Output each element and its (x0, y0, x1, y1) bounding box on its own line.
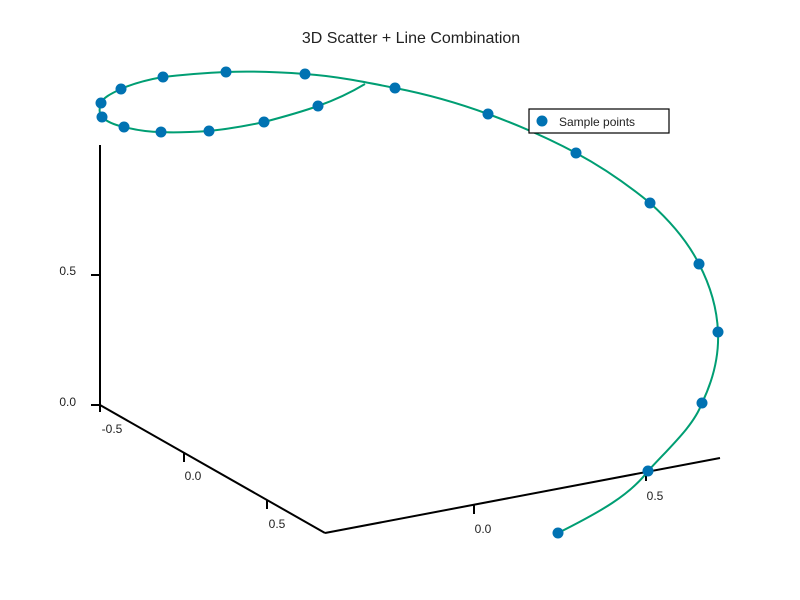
data-point (482, 108, 494, 120)
data-point (118, 121, 130, 133)
data-point (220, 66, 232, 78)
data-point (696, 397, 708, 409)
data-point (389, 82, 401, 94)
z-tick-label: 0.5 (59, 264, 76, 278)
y-axis-line (324, 457, 721, 534)
data-point (570, 147, 582, 159)
x-tick-label: 0.0 (185, 469, 202, 483)
data-point (299, 68, 311, 80)
data-point (95, 97, 107, 109)
data-point (203, 125, 215, 137)
chart-title: 3D Scatter + Line Combination (302, 30, 520, 47)
y-tick-label: 0.0 (475, 522, 492, 536)
legend-box (528, 108, 670, 134)
legend: Sample points (528, 108, 670, 134)
legend-marker-icon (536, 115, 548, 127)
data-point (644, 197, 656, 209)
tick-labels: 0.5 0.0 -0.5 0.0 0.5 0.0 0.5 (59, 264, 663, 536)
y-tick-label: 0.5 (647, 489, 664, 503)
data-point (115, 83, 127, 95)
data-point (157, 71, 169, 83)
data-point (258, 116, 270, 128)
data-point (312, 100, 324, 112)
x-axis-line (99, 404, 326, 534)
data-point (712, 326, 724, 338)
data-point (693, 258, 705, 270)
data-point (642, 465, 654, 477)
helix-line (98, 70, 720, 534)
data-point (155, 126, 167, 138)
x-tick-label: 0.5 (269, 517, 286, 531)
data-point (552, 527, 564, 539)
z-tick-label: 0.0 (59, 395, 76, 409)
axes (91, 145, 721, 534)
data-point (96, 111, 108, 123)
legend-label: Sample points (559, 115, 635, 129)
x-tick-label: -0.5 (102, 422, 123, 436)
sample-points (95, 66, 724, 539)
